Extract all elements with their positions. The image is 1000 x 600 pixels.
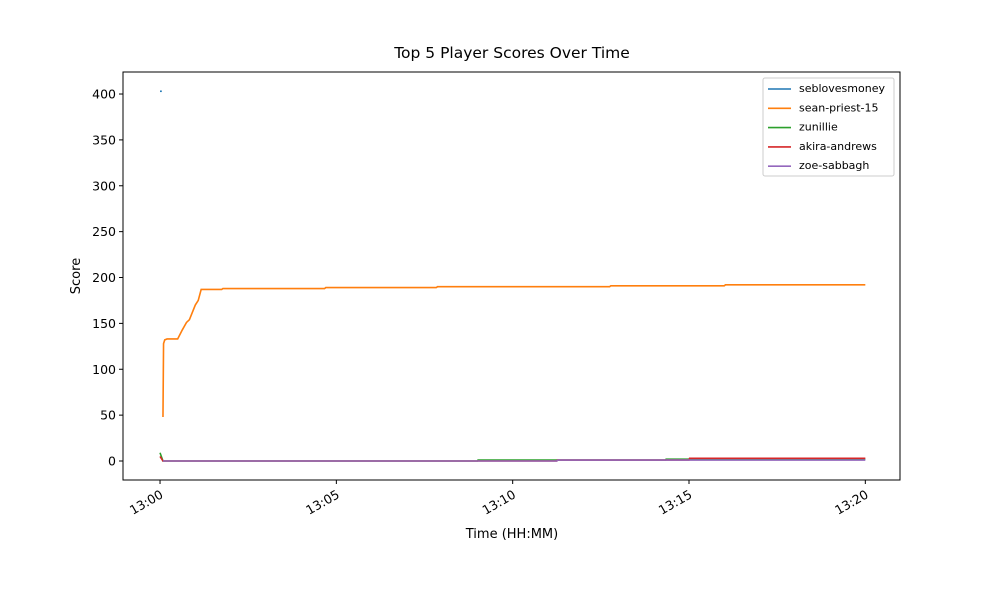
x-tick-label: 13:10 xyxy=(479,487,518,518)
y-tick-label: 300 xyxy=(92,178,116,193)
x-tick-label: 13:05 xyxy=(303,487,342,518)
y-axis-label: Score xyxy=(69,258,84,294)
y-tick-label: 200 xyxy=(92,270,116,285)
legend-label: akira-andrews xyxy=(799,140,877,153)
plot-frame xyxy=(122,71,901,481)
chart-title: Top 5 Player Scores Over Time xyxy=(393,44,630,62)
y-tick-label: 150 xyxy=(92,316,116,331)
y-tick-label: 0 xyxy=(108,454,116,469)
series-line xyxy=(162,284,866,417)
y-tick-label: 250 xyxy=(92,224,116,239)
x-axis-label: Time (HH:MM) xyxy=(465,527,558,542)
y-tick-label: 400 xyxy=(92,87,116,102)
legend-label: zoe-sabbagh xyxy=(799,159,869,172)
legend-box xyxy=(762,77,895,177)
y-tick-label: 350 xyxy=(92,132,116,147)
series-line xyxy=(162,459,866,462)
y-tick-label: 50 xyxy=(100,408,116,423)
x-tick-label: 13:15 xyxy=(656,487,695,518)
legend-label: seblovesmoney xyxy=(799,82,885,95)
x-tick-label: 13:20 xyxy=(832,487,871,518)
y-tick-label: 100 xyxy=(92,362,116,377)
legend-label: sean-priest-15 xyxy=(799,101,879,114)
x-tick-label: 13:00 xyxy=(127,487,166,518)
legend-label: zunillie xyxy=(799,121,838,134)
